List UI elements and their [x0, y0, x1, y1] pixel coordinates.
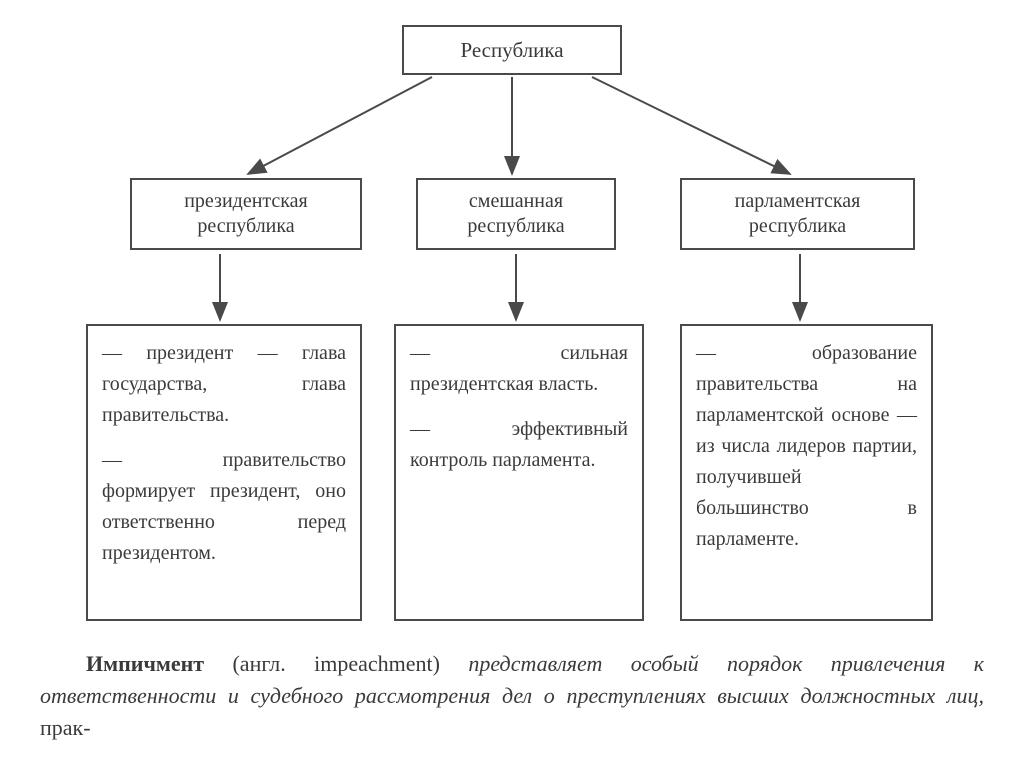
definition-term: Импичмент [86, 651, 204, 676]
detail-text: — образование правительства на парламент… [696, 338, 917, 555]
definition-tail: прак- [40, 715, 91, 740]
child-node-mixed: смешанная республика [416, 178, 616, 250]
root-label: Республика [460, 38, 563, 63]
definition-etym: (англ. impeachment) [204, 651, 468, 676]
detail-box-presidential: — президент — глава государства, глава п… [86, 324, 362, 621]
detail-text: — эффективный контроль парламента. [410, 414, 628, 476]
child-label: президентская республика [142, 189, 350, 239]
definition-paragraph: Импичмент (англ. impeachment) представля… [40, 648, 984, 744]
detail-text: — сильная президентская власть. [410, 338, 628, 400]
child-node-presidential: президентская республика [130, 178, 362, 250]
child-label: парламентская республика [692, 189, 903, 239]
detail-text: — правительство формирует президент, оно… [102, 445, 346, 569]
child-node-parliamentary: парламентская республика [680, 178, 915, 250]
root-node: Республика [402, 25, 622, 75]
child-label: смешанная республика [428, 189, 604, 239]
detail-box-mixed: — сильная президентская власть. — эффект… [394, 324, 644, 621]
detail-text: — президент — глава государства, глава п… [102, 338, 346, 431]
detail-box-parliamentary: — образование правительства на парламент… [680, 324, 933, 621]
